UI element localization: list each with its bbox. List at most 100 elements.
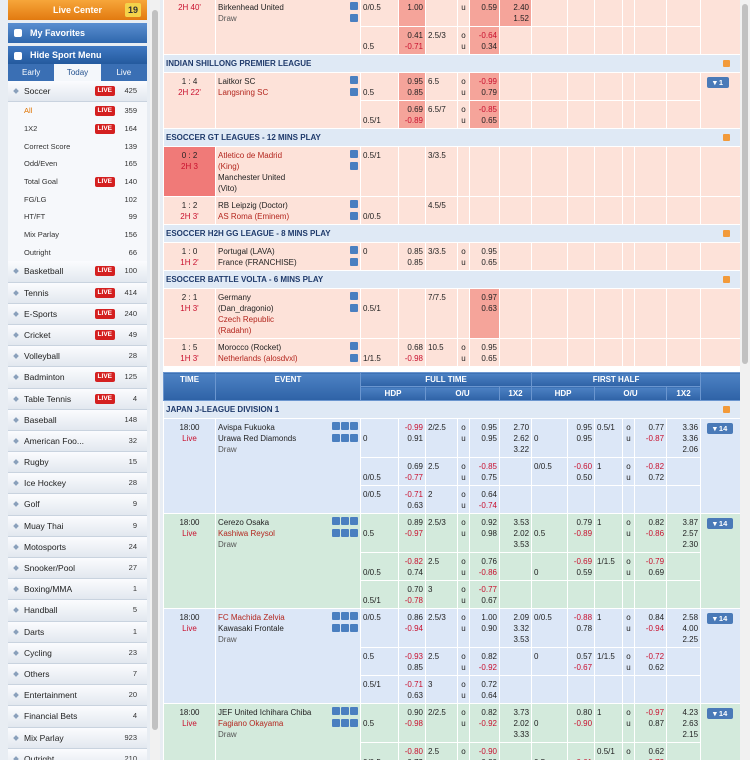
market-item[interactable]: Outright 66 [8,243,147,262]
odds-cell[interactable]: 2.58 4.00 2.25 [666,608,702,648]
odds-cell[interactable] [634,242,667,271]
icon[interactable] [350,304,358,312]
icon[interactable] [332,517,340,525]
odds-cell[interactable]: -0.99 0.79 [469,72,500,101]
more-bets-button[interactable]: 14 [707,423,734,434]
scrollbar[interactable] [150,0,160,760]
odds-cell[interactable]: -0.85 0.65 [469,100,500,129]
odds-cell[interactable] [634,675,668,704]
odds-cell[interactable]: 0.85 0.85 [398,242,426,271]
icon[interactable] [332,434,340,442]
odds-cell[interactable]: 0.89 -0.97 [398,513,426,553]
market-item[interactable]: 1X2 LIVE 164 [8,119,147,138]
odds-cell[interactable]: -0.82 0.72 [634,457,668,486]
icon[interactable] [350,707,358,715]
sport-item[interactable]: Golf 9 [8,494,147,516]
icon[interactable] [350,422,358,430]
odds-cell[interactable] [567,242,595,271]
odds-cell[interactable] [634,338,667,367]
market-item[interactable]: Correct Score 139 [8,137,147,156]
hide-sport-menu[interactable]: Hide Sport Menu [8,46,147,64]
odds-cell[interactable] [398,146,426,197]
sport-item[interactable]: Snooker/Pool 27 [8,558,147,580]
odds-cell[interactable]: -0.77 0.67 [469,580,500,609]
odds-cell[interactable] [666,0,701,27]
odds-cell[interactable] [666,485,702,514]
odds-cell[interactable]: -0.97 0.87 [634,703,668,743]
odds-cell[interactable]: 0.79 -0.89 [567,513,596,553]
icon[interactable] [350,200,358,208]
odds-cell[interactable] [499,196,532,225]
odds-cell[interactable]: 3.53 2.02 3.53 [498,513,533,553]
more-bets-button[interactable]: 14 [707,518,734,529]
odds-cell[interactable] [666,288,701,339]
odds-cell[interactable] [498,580,533,609]
icon[interactable] [350,258,358,266]
icon[interactable] [350,612,358,620]
icon[interactable] [350,14,358,22]
odds-cell[interactable]: 0.82 -0.92 [469,647,500,676]
odds-cell[interactable] [634,485,668,514]
more-bets-button[interactable]: 14 [707,613,734,624]
odds-cell[interactable]: 0.86 -0.94 [398,608,426,648]
sport-item[interactable]: Cricket LIVE 49 [8,324,147,347]
odds-cell[interactable]: 0.97 0.63 [469,288,500,339]
odds-cell[interactable] [499,288,532,339]
sport-item[interactable]: Boxing/MMA 1 [8,579,147,601]
more-bets-button[interactable]: 1 [707,77,730,88]
odds-cell[interactable] [498,647,533,676]
odds-cell[interactable] [634,0,667,27]
sport-item[interactable]: Mix Parlay 923 [8,727,147,749]
odds-cell[interactable]: 0.95 0.85 [398,72,426,101]
odds-cell[interactable]: 0.80 -0.90 [567,703,596,743]
odds-cell[interactable]: 0.95 0.65 [469,338,500,367]
odds-cell[interactable] [567,580,596,609]
odds-cell[interactable]: -0.85 0.75 [469,457,500,486]
odds-cell[interactable] [499,26,532,55]
odds-cell[interactable] [634,100,667,129]
sport-item[interactable]: Handball 5 [8,600,147,622]
icon[interactable] [332,719,340,727]
icon[interactable] [332,422,340,430]
odds-cell[interactable]: 0.68 -0.98 [398,338,426,367]
icon[interactable] [350,76,358,84]
sport-item[interactable]: Ice Hockey 28 [8,473,147,495]
sport-item[interactable]: Motosports 24 [8,536,147,558]
icon[interactable] [350,88,358,96]
odds-cell[interactable]: 0.69 -0.89 [398,100,426,129]
odds-cell[interactable] [499,242,532,271]
odds-cell[interactable]: 0.84 -0.94 [634,608,668,648]
odds-cell[interactable] [666,647,702,676]
sport-item[interactable]: Rugby 15 [8,452,147,474]
odds-cell[interactable] [567,26,595,55]
icon[interactable] [341,707,349,715]
tab[interactable]: Early [22,68,41,77]
odds-cell[interactable]: 2.40 1.52 [499,0,532,27]
odds-cell[interactable] [634,146,667,197]
odds-cell[interactable] [498,552,533,581]
market-item[interactable]: Mix Parlay 156 [8,226,147,244]
odds-cell[interactable]: -0.71 0.63 [398,675,426,704]
icon[interactable] [350,212,358,220]
odds-cell[interactable]: 0.95 0.95 [567,418,596,458]
odds-cell[interactable] [469,196,500,225]
odds-cell[interactable] [567,675,596,704]
icon[interactable] [332,707,340,715]
odds-cell[interactable]: 1.00 [398,0,426,27]
icon[interactable] [350,292,358,300]
market-item[interactable]: HT/FT 99 [8,208,147,226]
icon[interactable] [350,719,358,727]
odds-cell[interactable]: -0.79 0.69 [634,552,668,581]
odds-cell[interactable]: 0.95 0.95 [469,418,500,458]
odds-cell[interactable]: 0.95 0.65 [469,242,500,271]
icon[interactable] [332,529,340,537]
odds-cell[interactable] [498,675,533,704]
sport-item[interactable]: Entertainment 20 [8,685,147,707]
odds-cell[interactable] [469,146,500,197]
sport-item[interactable]: American Foo... 32 [8,430,147,453]
odds-cell[interactable]: -0.900.80 [469,742,500,760]
odds-cell[interactable]: 0.76 -0.86 [469,552,500,581]
sport-item[interactable]: Basketball LIVE 100 [8,261,147,283]
sport-item[interactable]: E-Sports LIVE 240 [8,303,147,325]
odds-cell[interactable] [666,580,702,609]
